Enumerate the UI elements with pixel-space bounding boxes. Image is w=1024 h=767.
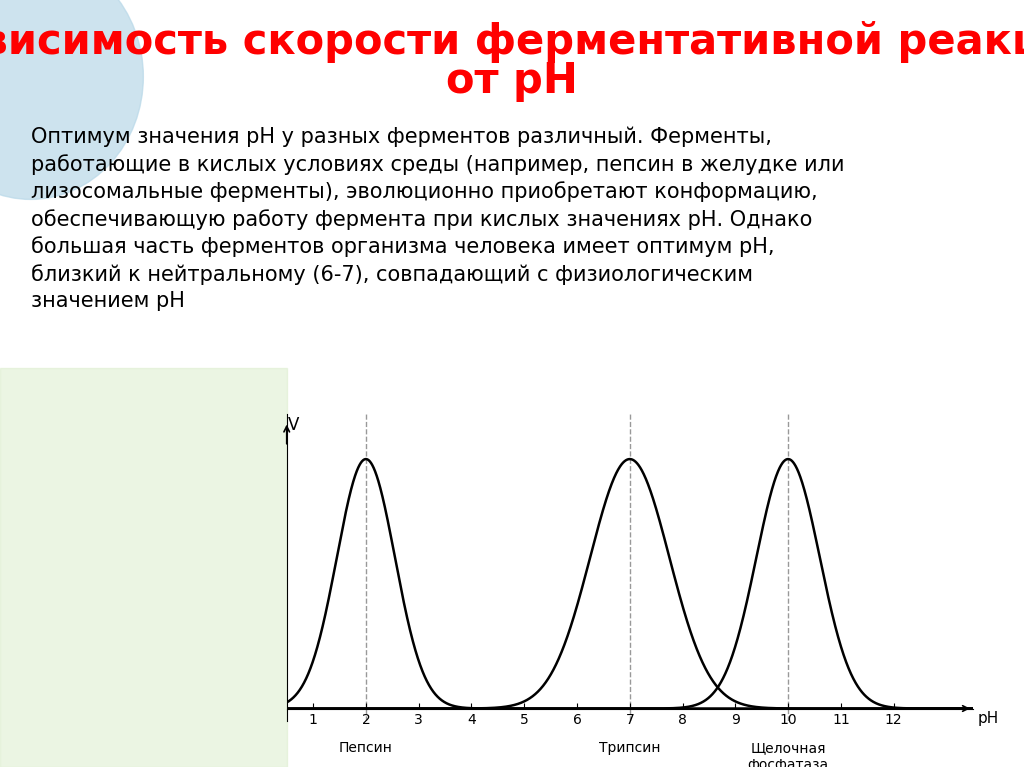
- Text: Зависимость скорости ферментативной реакции: Зависимость скорости ферментативной реак…: [0, 21, 1024, 63]
- Text: Трипсин: Трипсин: [599, 741, 660, 755]
- Text: рН: рН: [978, 711, 999, 726]
- Text: от рН: от рН: [446, 60, 578, 101]
- Text: Оптимум значения рН у разных ферментов различный. Ферменты,
работающие в кислых : Оптимум значения рН у разных ферментов р…: [31, 127, 844, 311]
- Ellipse shape: [0, 0, 143, 199]
- Text: Щелочная
фосфатаза: Щелочная фосфатаза: [748, 741, 828, 767]
- Text: V: V: [288, 416, 299, 434]
- Bar: [0, 368, 287, 767]
- Text: Пепсин: Пепсин: [339, 741, 393, 755]
